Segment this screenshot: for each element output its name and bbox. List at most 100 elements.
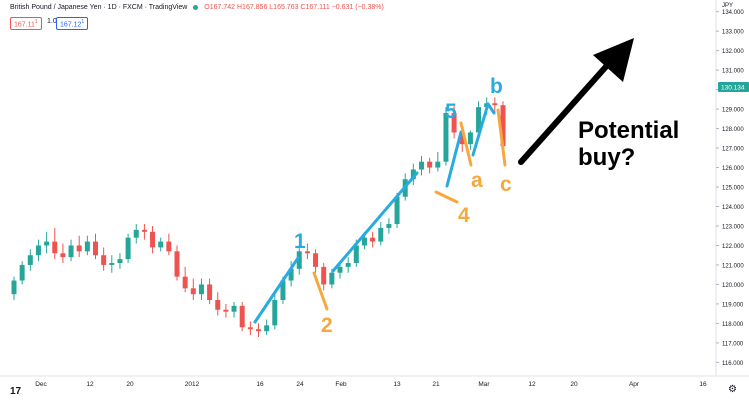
candle-body xyxy=(125,237,131,260)
buy-price-sup: 1 xyxy=(81,19,85,25)
candle-body xyxy=(353,245,359,264)
candle-body xyxy=(361,237,367,246)
candle-body xyxy=(182,276,188,289)
time-tick-label: 12 xyxy=(86,381,94,388)
price-tick-label: 131.000 xyxy=(722,69,744,75)
wave-line-c xyxy=(496,108,507,167)
time-tick-label: 21 xyxy=(432,381,440,388)
price-tick-label: 133.000 xyxy=(722,30,744,36)
ohlc-values: O167.742 H167.856 L165.763 C167.111 −0.6… xyxy=(204,4,384,11)
candle-body xyxy=(27,255,33,265)
time-tick-label: 16 xyxy=(256,381,264,388)
gear-icon[interactable]: ⚙ xyxy=(728,384,737,395)
last-price-label: 130.134 xyxy=(721,85,745,92)
callout-text-line: Potential xyxy=(578,117,679,144)
sell-price-sup: 1 xyxy=(34,19,38,25)
candle-body xyxy=(231,305,237,312)
wave-label-b: b xyxy=(490,75,503,98)
price-tick-label: 116.000 xyxy=(722,361,744,367)
market-status-icon xyxy=(193,5,199,10)
candle-body xyxy=(150,231,156,248)
candle-body xyxy=(35,245,41,256)
currency-label[interactable]: JPY xyxy=(722,3,734,9)
candle-body xyxy=(313,253,319,267)
symbol-title[interactable]: British Pound / Japanese Yen · 1D · FXCM… xyxy=(10,4,188,11)
candle-body xyxy=(467,132,473,145)
time-tick-label: 13 xyxy=(393,381,401,388)
price-tick-label: 127.000 xyxy=(722,147,744,153)
candle-body xyxy=(256,329,261,332)
wave-line-2 xyxy=(312,271,329,311)
time-tick-label: 24 xyxy=(296,381,304,388)
candle-body xyxy=(345,263,351,267)
last-price-marker xyxy=(718,82,749,93)
time-tick-label: Apr xyxy=(629,381,640,388)
candle-body xyxy=(76,245,82,252)
candle-body xyxy=(378,227,384,242)
candle-body xyxy=(207,284,213,301)
time-tick-label: 16 xyxy=(699,381,707,388)
wave-line-5 xyxy=(445,130,463,188)
price-tick-label: 128.000 xyxy=(722,127,744,133)
sell-price-value: 167.11 xyxy=(14,21,35,29)
price-tick-label: 118.000 xyxy=(722,322,744,328)
candle-body xyxy=(296,251,302,269)
price-tick-label: 119.000 xyxy=(722,302,744,308)
candle-body xyxy=(141,229,147,232)
wave-label-a: a xyxy=(471,169,483,192)
time-tick-label: 20 xyxy=(570,381,578,388)
candle-body xyxy=(52,241,58,254)
buy-arrow-shaft xyxy=(518,58,614,165)
time-tick-label: Dec xyxy=(35,381,47,388)
candle-body xyxy=(386,224,392,228)
price-tick-label: 134.000 xyxy=(722,10,744,16)
wave-label-1: 1 xyxy=(294,230,306,253)
candle-body xyxy=(84,241,90,252)
candle-body xyxy=(68,245,74,258)
time-tick-label: Feb xyxy=(335,381,347,388)
candle-body xyxy=(264,325,270,332)
price-tick-label: 125.000 xyxy=(722,186,744,192)
candle-body xyxy=(109,263,115,265)
candle-body xyxy=(427,161,433,168)
candle-body xyxy=(223,309,229,312)
price-tick-label: 122.000 xyxy=(722,244,744,250)
candle-body xyxy=(174,251,180,277)
candle-body xyxy=(280,280,286,301)
candle-body xyxy=(476,107,482,133)
time-tick-label: 20 xyxy=(126,381,134,388)
candle-body xyxy=(459,132,465,145)
candle-body xyxy=(321,266,327,285)
candle-body xyxy=(101,255,107,265)
candle-body xyxy=(93,241,98,256)
spread-value: 1.0 xyxy=(44,17,60,26)
price-tick-label: 129.000 xyxy=(722,108,744,114)
candle-body xyxy=(117,259,123,264)
candle-body xyxy=(370,237,376,242)
candle-body xyxy=(158,241,164,248)
wave-label-5: 5 xyxy=(445,100,457,123)
price-tick-label: 132.000 xyxy=(722,49,744,55)
buy-price-button[interactable]: 167.121 xyxy=(56,17,89,31)
candle-body xyxy=(329,272,335,285)
sell-price-button[interactable]: 167.111 xyxy=(10,17,42,31)
candle-body xyxy=(443,112,449,162)
candle-body xyxy=(239,305,245,328)
time-tick-label: Mar xyxy=(478,381,490,388)
time-tick-label: 2012 xyxy=(185,381,200,388)
wave-line-1 xyxy=(253,256,300,324)
tradingview-logo-icon[interactable]: 17 xyxy=(10,386,22,397)
candle-body xyxy=(190,288,196,295)
price-tick-label: 124.000 xyxy=(722,205,744,211)
wave-line-b-up xyxy=(471,102,490,157)
wave-label-2: 2 xyxy=(321,314,333,337)
wave-line-b-top xyxy=(486,102,496,115)
candle-body xyxy=(198,284,204,295)
candle-body xyxy=(394,196,400,225)
candle-body xyxy=(500,105,506,147)
wave-label-4: 4 xyxy=(458,204,470,227)
buy-arrow-head xyxy=(593,38,634,82)
candle-body xyxy=(11,280,17,295)
chart-header: British Pound / Japanese Yen · 1D · FXCM… xyxy=(10,4,384,11)
